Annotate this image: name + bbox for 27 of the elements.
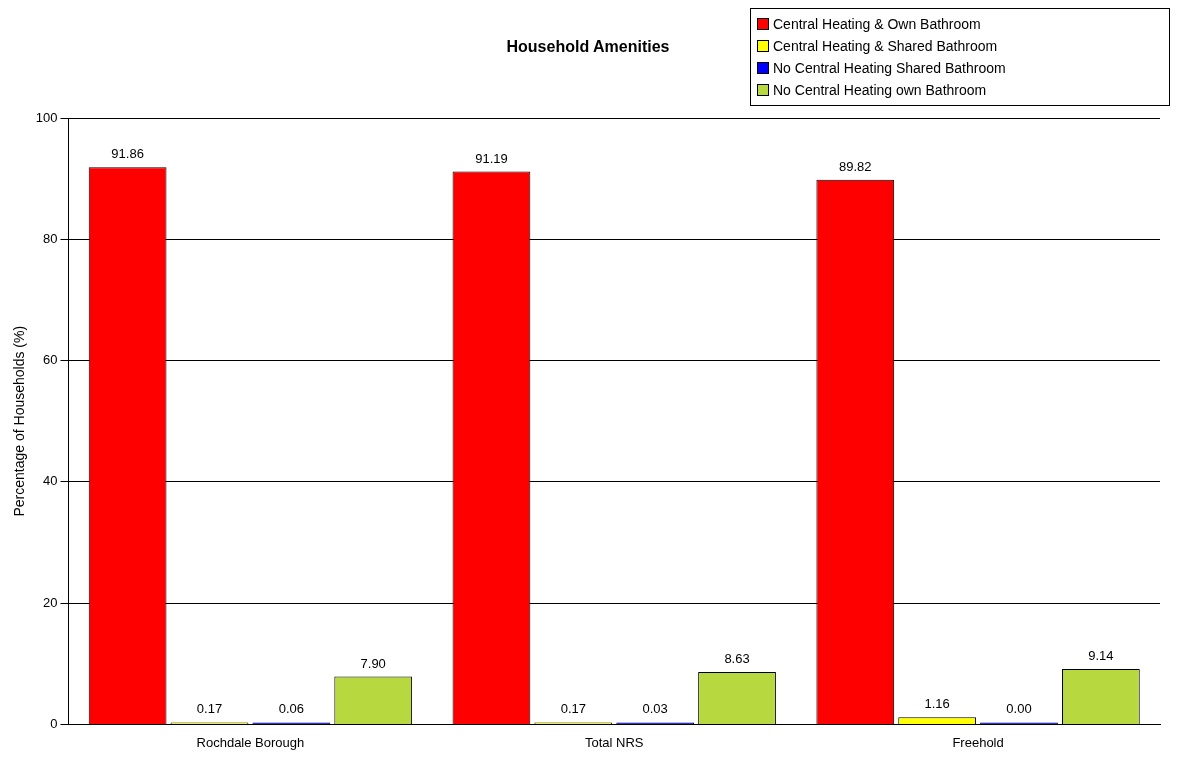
data-label: 9.14 <box>1088 648 1114 664</box>
chart-title: Household Amenities <box>506 38 670 55</box>
data-label: 0.03 <box>642 701 668 717</box>
data-label: 89.82 <box>839 158 872 174</box>
y-tick-label: 80 <box>43 230 58 246</box>
data-label: 91.19 <box>475 150 508 166</box>
y-axis-title: Percentage of Households (%) <box>11 325 28 517</box>
y-tick-label: 60 <box>43 352 58 368</box>
y-tick-label: 40 <box>43 473 58 489</box>
legend-label: No Central Heating Shared Bathroom <box>773 60 1006 76</box>
data-label: 1.16 <box>924 696 950 712</box>
data-label: 0.17 <box>560 701 586 717</box>
y-tick-label: 0 <box>50 715 58 731</box>
legend-label: Central Heating & Own Bathroom <box>773 16 981 32</box>
legend-label: Central Heating & Shared Bathroom <box>773 38 998 54</box>
x-tick-label: Freehold <box>952 734 1004 750</box>
x-tick-label: Total NRS <box>584 734 644 750</box>
data-label: 0.17 <box>196 701 223 717</box>
y-tick-label: 20 <box>43 594 58 610</box>
data-label: 7.90 <box>360 655 386 671</box>
x-tick-label: Rochdale Borough <box>196 734 305 750</box>
data-label: 91.86 <box>111 146 144 162</box>
y-tick-label: 100 <box>35 109 58 125</box>
data-label: 0.06 <box>278 701 304 717</box>
data-label: 8.63 <box>724 651 750 667</box>
legend-label: No Central Heating own Bathroom <box>773 82 987 98</box>
data-label: 0.00 <box>1006 701 1032 717</box>
